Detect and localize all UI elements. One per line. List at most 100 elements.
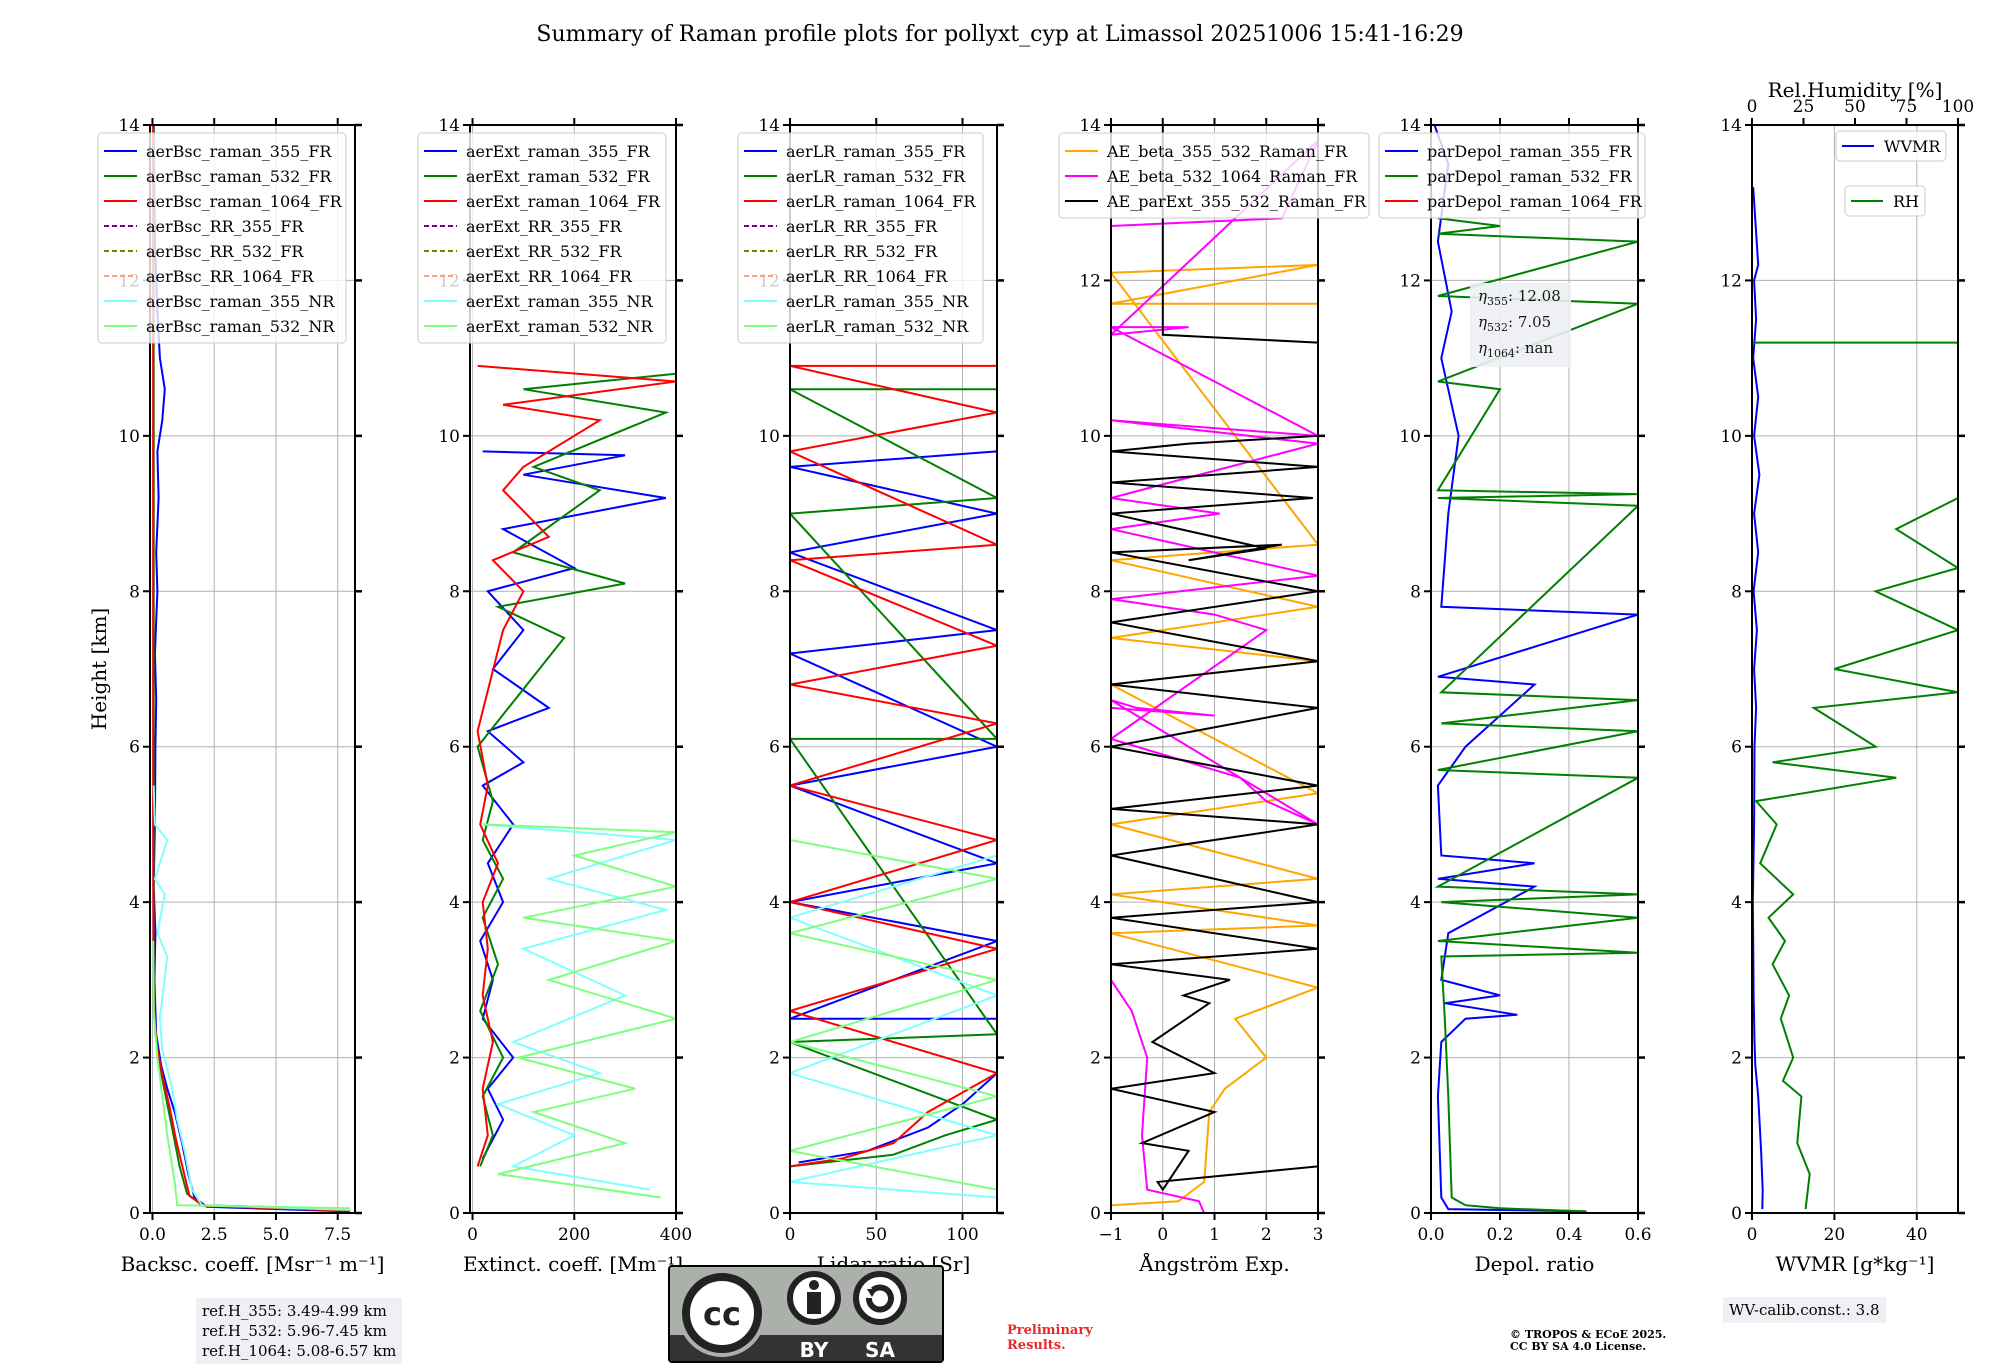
series-AE_beta_532_1064_Raman_FR — [1111, 139, 1318, 1213]
x-tick-label: 0 — [785, 1225, 796, 1245]
x2-tick-label: 50 — [1844, 97, 1866, 117]
legend-label: aerExt_RR_355_FR — [466, 217, 623, 236]
legend-label: aerLR_RR_1064_FR — [786, 267, 948, 286]
y-tick-label: 8 — [1410, 582, 1421, 602]
axes-frame — [149, 124, 356, 1214]
wv-calibration-box: WV-calib.const.: 3.8 — [1723, 1297, 1886, 1323]
y-tick-label: 0 — [769, 1204, 780, 1224]
x-tick-label: 2 — [1261, 1225, 1272, 1245]
legend-box — [417, 132, 667, 344]
preliminary-results-note: Preliminary Results. — [1007, 1323, 1093, 1353]
y-tick-label: 8 — [769, 582, 780, 602]
legend-box — [1058, 132, 1370, 219]
y-tick-label: 0 — [449, 1204, 460, 1224]
series-aerExt_raman_355_NR — [482, 823, 676, 1191]
legend-label: aerBsc_raman_355_NR — [146, 292, 335, 311]
legend-label: aerLR_RR_355_FR — [786, 217, 938, 236]
svg-text:SA: SA — [865, 1338, 895, 1362]
x-tick-label: 0.2 — [1486, 1225, 1513, 1245]
y-tick-label: 10 — [1720, 427, 1742, 447]
series-aerExt_raman_355_FR — [479, 450, 666, 1160]
y-tick-label: 6 — [129, 738, 140, 758]
legend-box — [1835, 130, 1947, 162]
y-tick-label: 8 — [1731, 582, 1742, 602]
share-alike-icon — [853, 1271, 907, 1325]
x2-tick-label: 25 — [1793, 97, 1815, 117]
x-tick-label: −1 — [1098, 1225, 1123, 1245]
x-tick-label: 2.5 — [201, 1225, 228, 1245]
legend-label: aerExt_raman_532_NR — [466, 317, 654, 336]
legend-label: aerExt_RR_1064_FR — [466, 267, 633, 286]
x2-tick-label: 0 — [1747, 97, 1758, 117]
wv-calibration-const: WV-calib.const.: 3.8 — [1729, 1301, 1880, 1319]
x-tick-label: 50 — [865, 1225, 887, 1245]
series-AE_parExt_355_532_Raman_FR — [1111, 125, 1318, 1192]
y-tick-label: 0 — [1410, 1204, 1421, 1224]
series-aerLR_raman_532_NR — [790, 839, 997, 1191]
legend-label: aerExt_raman_532_FR — [466, 167, 651, 186]
series-aerBsc_raman_1064_FR — [152, 125, 351, 1212]
legend-label: aerLR_raman_1064_FR — [786, 192, 976, 211]
y-tick-label: 6 — [769, 738, 780, 758]
series-aerBsc_raman_355_NR — [152, 785, 351, 1211]
y-tick-label: 6 — [1410, 738, 1421, 758]
series-aerExt_raman_532_NR — [482, 823, 676, 1199]
legend-label: aerExt_raman_355_FR — [466, 142, 651, 161]
x2-tick-label: 75 — [1896, 97, 1918, 117]
y-tick-label: 14 — [758, 116, 780, 136]
eta-532: η532: 7.05 — [1478, 313, 1552, 334]
x-tick-label: 1 — [1209, 1225, 1220, 1245]
y-tick-label: 0 — [129, 1204, 140, 1224]
y-tick-label: 4 — [129, 893, 140, 913]
y-tick-label: 14 — [1399, 116, 1421, 136]
y-tick-label: 12 — [1720, 271, 1742, 291]
x-axis-label: Backsc. coeff. [Msr⁻¹ m⁻¹] — [121, 1252, 385, 1276]
x-axis-label: WVMR [g*kg⁻¹] — [1776, 1252, 1935, 1276]
y-tick-label: 4 — [449, 893, 460, 913]
x-tick-label: 7.5 — [324, 1225, 351, 1245]
y-tick-label: 6 — [1731, 738, 1742, 758]
y-tick-label: 4 — [1090, 893, 1101, 913]
x-tick-label: 0 — [1157, 1225, 1168, 1245]
x2-axis-label: Rel.Humidity [%] — [1768, 78, 1943, 102]
legend-label: parDepol_raman_1064_FR — [1427, 192, 1643, 211]
x-tick-label: 0.0 — [139, 1225, 166, 1245]
series-aerExt_raman_1064_FR — [476, 364, 676, 1167]
ref-height-1064: ref.H_1064: 5.08-6.57 km — [202, 1342, 397, 1360]
y-tick-label: 0 — [1731, 1204, 1742, 1224]
legend-box — [1378, 132, 1646, 219]
ref-height-355: ref.H_355: 3.49-4.99 km — [202, 1302, 387, 1320]
y-tick-label: 12 — [1399, 271, 1421, 291]
eta-1064: η1064: nan — [1478, 339, 1554, 360]
x-tick-label: 5.0 — [262, 1225, 289, 1245]
legend-box — [97, 132, 347, 344]
y-tick-label: 14 — [1079, 116, 1101, 136]
panel-lr: 02468101214050100Lidar ratio [Sr]aerLR_r… — [737, 116, 1004, 1276]
axes-frame — [469, 124, 677, 1214]
x-tick-label: 0 — [1747, 1225, 1758, 1245]
legend-label: aerBsc_RR_532_FR — [146, 242, 304, 261]
y-tick-label: 0 — [1090, 1204, 1101, 1224]
y-tick-label: 10 — [1399, 427, 1421, 447]
eta-calibration-box: η355: 12.08 η532: 7.05 η1064: nan — [1470, 283, 1571, 367]
y-tick-label: 10 — [758, 427, 780, 447]
legend-label: RH — [1893, 192, 1919, 211]
y-axis-label: Height [km] — [87, 608, 111, 730]
legend-label: aerLR_raman_532_FR — [786, 167, 966, 186]
y-tick-label: 2 — [1410, 1049, 1421, 1069]
x-axis-label: Extinct. coeff. [Mm⁻¹] — [463, 1252, 683, 1276]
legend-label: aerLR_RR_532_FR — [786, 242, 938, 261]
x-tick-label: 20 — [1824, 1225, 1846, 1245]
panel-depol: 0 2 4 6 8 10 12 14 0.0 0.2 0.4 0.6 Depol. ratio parDe… — [1378, 116, 1652, 1276]
x-tick-label: 400 — [660, 1225, 692, 1245]
y-tick-label: 14 — [438, 116, 460, 136]
cc-icon — [682, 1273, 762, 1353]
x-axis-label: Depol. ratio — [1475, 1252, 1595, 1276]
figure-title: Summary of Raman profile plots for polly… — [536, 22, 1464, 47]
legend-label: AE_beta_532_1064_Raman_FR — [1106, 167, 1358, 186]
legend-label: parDepol_raman_355_FR — [1427, 142, 1633, 161]
legend-label: aerBsc_raman_532_NR — [146, 317, 335, 336]
